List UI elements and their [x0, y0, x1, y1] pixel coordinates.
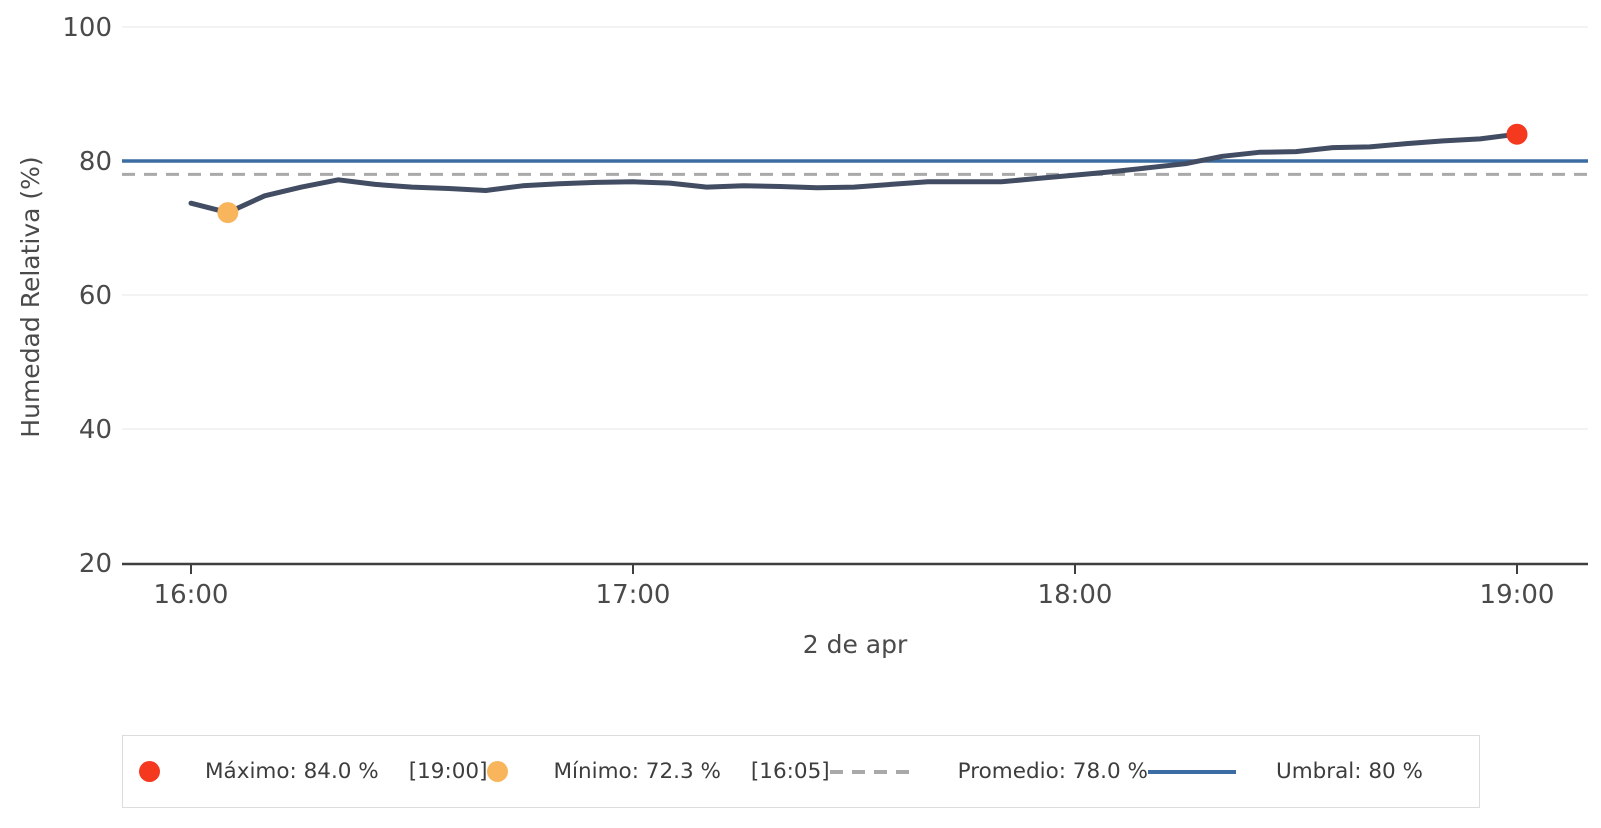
x-tick-label: 19:00	[1480, 580, 1555, 610]
legend-item-maximo[interactable]: Máximo: 84.0 % [19:00]	[139, 759, 487, 784]
legend-maximo-label: Máximo: 84.0 %	[205, 759, 379, 784]
x-tick-label: 16:00	[154, 580, 229, 610]
chart-legend: Máximo: 84.0 % [19:00] Mínimo: 72.3 % [1…	[122, 735, 1480, 808]
y-axis-title: Humedad Relativa (%)	[16, 156, 45, 438]
legend-item-promedio[interactable]: Promedio: 78.0 %	[829, 759, 1148, 784]
legend-promedio-label: Promedio: 78.0 %	[957, 759, 1148, 784]
legend-maximo-time: [19:00]	[408, 759, 488, 784]
maximo-dot-icon	[139, 761, 160, 782]
legend-minimo-time: [16:05]	[750, 759, 830, 784]
max-point-marker[interactable]	[1506, 123, 1528, 145]
x-tick-label: 17:00	[596, 580, 671, 610]
legend-minimo-label: Mínimo: 72.3 %	[553, 759, 721, 784]
legend-item-umbral[interactable]: Umbral: 80 %	[1147, 759, 1423, 784]
umbral-line-icon	[1147, 769, 1236, 774]
y-tick-label: 60	[79, 281, 112, 311]
y-tick-label: 40	[79, 415, 112, 445]
y-tick-label: 80	[79, 147, 112, 177]
y-tick-label: 20	[79, 549, 112, 579]
min-point-marker[interactable]	[217, 202, 239, 224]
humidity-series-line[interactable]	[188, 131, 1520, 216]
y-tick-label: 100	[62, 13, 112, 43]
minimo-dot-icon	[487, 761, 509, 782]
x-axis-date-label: 2 de apr	[802, 630, 908, 659]
legend-umbral-label: Umbral: 80 %	[1275, 759, 1423, 784]
x-tick-label: 18:00	[1038, 580, 1113, 610]
promedio-dashed-line-icon	[829, 769, 918, 774]
legend-item-minimo[interactable]: Mínimo: 72.3 % [16:05]	[487, 759, 830, 784]
plot-area[interactable]: 16:00 17:00 18:00 19:00 100 80 60 40 20	[0, 0, 1601, 705]
